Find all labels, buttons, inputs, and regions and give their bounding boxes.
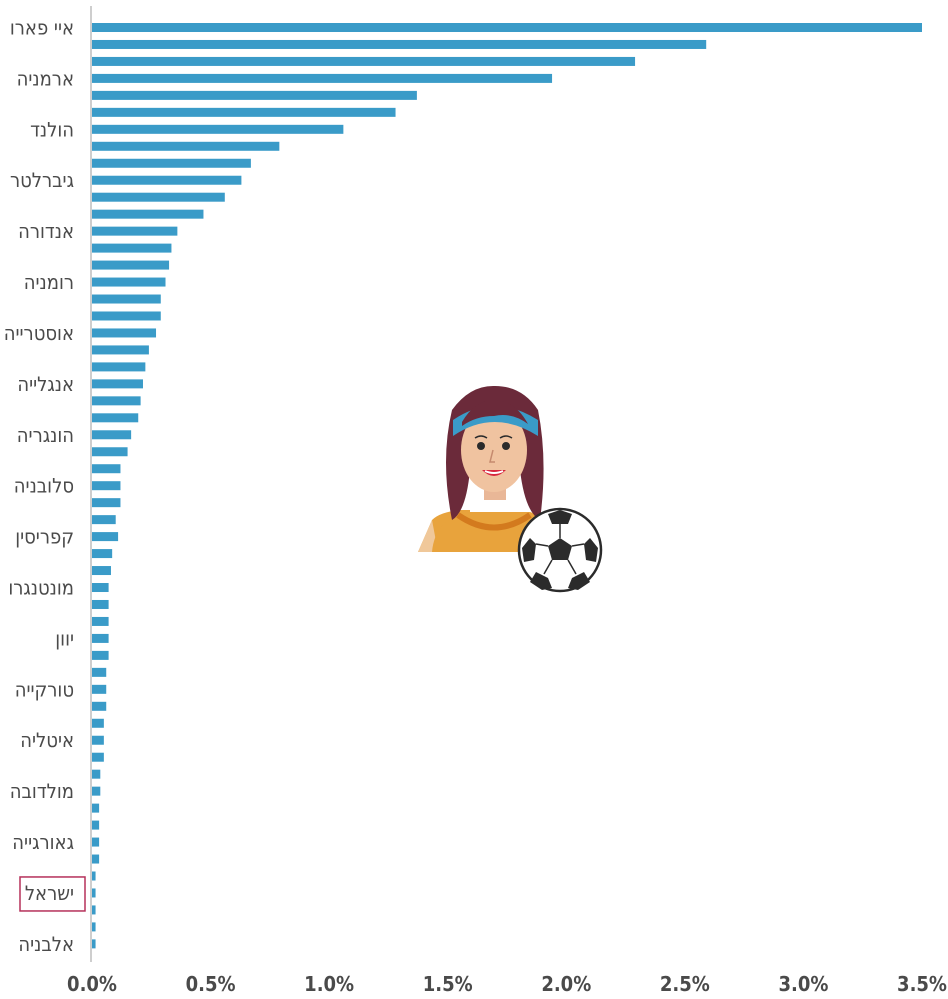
bar	[92, 549, 113, 559]
bar	[92, 23, 922, 32]
category-label: טורקייה	[15, 677, 74, 701]
bar	[92, 888, 96, 898]
x-tick-label: 0.0%	[67, 972, 117, 996]
bar	[92, 56, 636, 66]
bar	[92, 752, 104, 762]
bar	[92, 209, 204, 219]
bar	[92, 73, 553, 83]
category-label: אוסטרייה	[4, 321, 74, 345]
bar	[92, 328, 157, 338]
category-label: רומניה	[24, 270, 74, 294]
category-label: מולדובה	[10, 779, 74, 803]
bar	[92, 107, 396, 117]
category-label: איי פארו	[10, 16, 74, 40]
x-tick-label: 3.5%	[897, 972, 947, 996]
bar	[92, 192, 225, 202]
woman-footballer-icon	[418, 385, 562, 552]
category-label: הונגריה	[17, 423, 74, 447]
bar	[92, 820, 100, 830]
bar	[92, 667, 107, 677]
bar	[92, 718, 104, 728]
bar	[92, 396, 141, 406]
category-label: ישראל	[25, 881, 74, 905]
bar	[92, 854, 100, 864]
soccer-ball-icon	[517, 507, 603, 593]
bar	[92, 498, 121, 508]
y-labels-group: איי פארו ארמניה הולנד גיברלטר אנדורה רומניה או…	[4, 16, 86, 956]
bar	[92, 90, 417, 100]
category-label: קפריסין	[15, 525, 74, 549]
bar	[92, 379, 143, 389]
bar	[92, 277, 166, 287]
category-label: איטליה	[20, 728, 74, 752]
bar	[92, 430, 132, 440]
category-label: אלבניה	[18, 932, 74, 956]
category-label: אנדורה	[18, 219, 74, 243]
bar	[92, 447, 128, 457]
bar	[92, 566, 111, 576]
category-label: גאורגייה	[12, 830, 74, 854]
bar	[92, 905, 96, 915]
x-tick-label: 3.0%	[778, 972, 828, 996]
bar	[92, 583, 109, 593]
x-tick-label: 1.5%	[423, 972, 473, 996]
category-label: ארמניה	[17, 66, 74, 90]
category-label: גיברלטר	[10, 168, 74, 192]
bar	[92, 939, 96, 949]
bar	[92, 837, 100, 847]
bar	[92, 311, 161, 321]
x-ticks-group: 0.0% 0.5% 1.0% 1.5% 2.0% 2.5% 3.0% 3.5%	[67, 972, 947, 996]
bar	[92, 294, 161, 304]
bar	[92, 226, 178, 236]
x-tick-label: 0.5%	[186, 972, 236, 996]
category-label: אנגלייה	[17, 372, 74, 396]
bar	[92, 735, 104, 745]
bar	[92, 345, 149, 355]
bar	[92, 481, 121, 491]
bar	[92, 922, 96, 932]
bars-group	[92, 23, 922, 949]
bar	[92, 175, 242, 185]
bar	[92, 684, 107, 694]
bar	[92, 464, 121, 474]
bar	[92, 158, 251, 168]
bar	[92, 650, 109, 660]
x-tick-label: 2.5%	[660, 972, 710, 996]
bar	[92, 701, 107, 711]
category-label: הולנד	[30, 117, 74, 141]
bar	[92, 260, 170, 270]
bar	[92, 599, 109, 609]
x-tick-label: 1.0%	[304, 972, 354, 996]
x-tick-label: 2.0%	[541, 972, 591, 996]
bar	[92, 39, 707, 49]
bar	[92, 515, 116, 525]
bar	[92, 141, 280, 151]
highlight-box	[19, 876, 86, 912]
bar	[92, 413, 139, 423]
category-label: סלובניה	[14, 474, 74, 498]
bar	[92, 616, 109, 626]
category-label: יוון	[55, 626, 74, 650]
category-label: מונטנגרו	[8, 576, 74, 600]
bar	[92, 362, 146, 372]
bar	[92, 786, 101, 796]
bar	[92, 633, 109, 643]
bar	[92, 769, 101, 779]
bar	[92, 532, 119, 542]
bar	[92, 124, 344, 134]
bar	[92, 871, 96, 881]
bar	[92, 803, 100, 813]
bar	[92, 243, 172, 253]
